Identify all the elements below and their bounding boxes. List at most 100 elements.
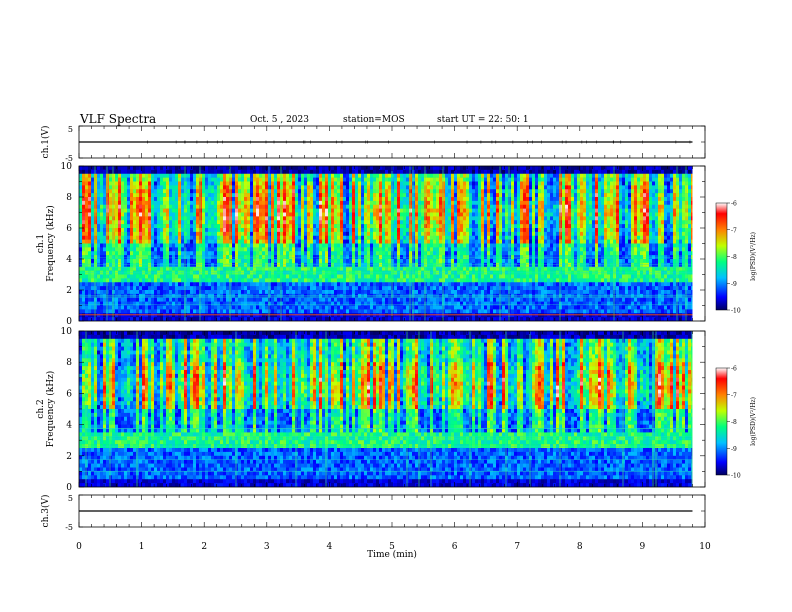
spectrogram-cell (304, 259, 308, 264)
spectrogram-cell (376, 274, 380, 279)
spectrogram-cell (193, 301, 197, 306)
spectrogram-cell (199, 286, 203, 291)
spectrogram-cell (220, 247, 224, 252)
spectrogram-cell (172, 200, 176, 206)
spectrogram-cell (382, 262, 386, 268)
spectrogram-cell (403, 282, 407, 287)
spectrogram-cell (349, 239, 353, 244)
spectrogram-cell (271, 243, 275, 248)
spectrogram-cell (412, 177, 416, 182)
spectrogram-cell (205, 228, 209, 233)
spectrogram-cell (118, 305, 122, 310)
spectrogram-cell (259, 181, 263, 186)
spectrogram-cell (319, 200, 323, 206)
spectrogram-cell (187, 282, 191, 287)
spectrogram-cell (313, 200, 317, 206)
spectrogram-cell (409, 169, 413, 175)
spectrogram-cell (229, 216, 233, 221)
spectrogram-cell (145, 313, 149, 318)
spectrogram-cell (118, 290, 122, 295)
spectrogram-cell (151, 200, 155, 206)
spectrogram-cell (328, 282, 332, 287)
spectrogram-cell (178, 305, 182, 310)
spectrogram-cell (310, 208, 314, 213)
spectrogram-cell (292, 297, 296, 302)
spectrogram-cell (325, 301, 329, 306)
spectrogram-cell (310, 185, 314, 190)
spectrogram-cell (136, 290, 140, 295)
spectrogram-cell (178, 185, 182, 190)
spectrogram-cell (277, 255, 281, 260)
spectrogram-cell (376, 185, 380, 190)
spectrogram-cell (370, 286, 374, 291)
spectrogram-cell (343, 197, 347, 202)
spectrogram-cell (127, 212, 131, 217)
spectrogram-cell (196, 204, 200, 209)
spectrogram-cell (103, 224, 107, 229)
spectrogram-cell (370, 189, 374, 194)
spectrogram-cell (202, 177, 206, 182)
spectrogram-cell (202, 235, 206, 240)
spectrogram-cell (160, 274, 164, 279)
spectrogram-cell (151, 216, 155, 221)
spectrogram-cell (118, 197, 122, 202)
spectrogram-cell (220, 239, 224, 244)
spectrogram-cell (88, 208, 92, 213)
spectrogram-cell (403, 228, 407, 233)
spectrogram-cell (214, 220, 218, 225)
spectrogram-cell (229, 166, 233, 171)
spectrogram-cell (421, 301, 425, 306)
spectrogram-cell (409, 262, 413, 268)
spectrogram-cell (220, 305, 224, 310)
spectrogram-cell (301, 290, 305, 295)
spectrogram-cell (232, 193, 236, 198)
spectrogram-cell (181, 301, 185, 306)
spectrogram-cell (304, 317, 308, 321)
spectrogram-cell (202, 301, 206, 306)
spectrogram-cell (133, 282, 137, 287)
spectrogram-cell (256, 278, 260, 283)
spectrogram-cell (274, 173, 278, 178)
spectrogram-cell (127, 166, 131, 171)
spectrogram-cell (223, 220, 227, 225)
spectrogram-cell (142, 255, 146, 260)
spectrogram-cell (112, 177, 116, 182)
spectrogram-cell (160, 278, 164, 283)
spectrogram-cell (265, 181, 269, 186)
spectrogram-cell (169, 212, 173, 217)
spectrogram-cell (409, 193, 413, 198)
spectrogram-cell (316, 274, 320, 279)
spectrogram-cell (295, 224, 299, 229)
spectrogram-cell (382, 286, 386, 291)
spectrogram-cell (181, 313, 185, 318)
spectrogram-cell (406, 266, 410, 271)
spectrogram-cell (415, 166, 419, 171)
spectrogram-cell (427, 313, 431, 318)
spectrogram-cell (289, 204, 293, 209)
spectrogram-cell (415, 313, 419, 318)
spectrogram-cell (151, 301, 155, 306)
spectrogram-cell (187, 197, 191, 202)
spectrogram-cell (85, 278, 89, 283)
spectrogram-cell (403, 251, 407, 256)
spectrogram-cell (301, 305, 305, 310)
spectrogram-cell (322, 266, 326, 271)
spectrogram-cell (346, 224, 350, 229)
spectrogram-cell (91, 266, 95, 271)
spectrogram-cell (247, 309, 251, 314)
spectrogram-cell (346, 228, 350, 233)
spectrogram-cell (391, 228, 395, 233)
spectrogram-cell (112, 169, 116, 175)
spectrogram-cell (196, 247, 200, 252)
spectrogram-cell (169, 169, 173, 175)
spectrogram-cell (322, 177, 326, 182)
spectrogram-cell (298, 220, 302, 225)
spectrogram-cell (217, 181, 221, 186)
spectrogram-cell (361, 204, 365, 209)
spectrogram-cell (265, 169, 269, 175)
spectrogram-cell (166, 297, 170, 302)
spectrogram-cell (226, 309, 230, 314)
spectrogram-cell (370, 200, 374, 206)
spectrogram-cell (130, 197, 134, 202)
spectrogram-cell (79, 274, 83, 279)
